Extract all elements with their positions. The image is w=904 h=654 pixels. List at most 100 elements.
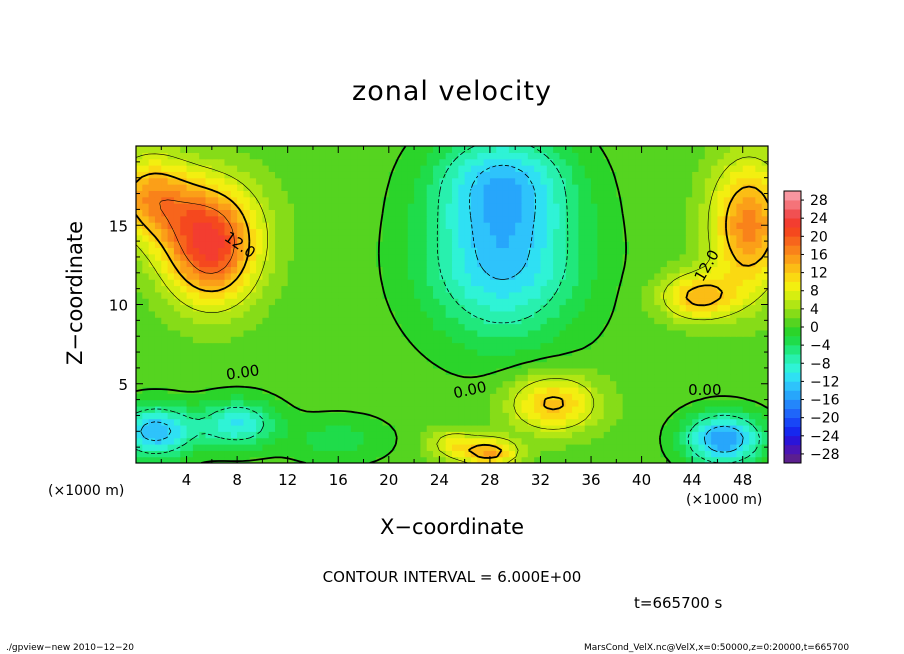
heatmap-cell bbox=[256, 443, 263, 451]
heatmap-cell bbox=[319, 285, 327, 293]
heatmap-cell bbox=[300, 196, 308, 204]
heatmap-cell bbox=[616, 171, 624, 179]
heatmap-cell bbox=[142, 146, 150, 153]
heatmap-cell bbox=[186, 393, 194, 401]
heatmap-cell bbox=[148, 234, 156, 242]
heatmap-cell bbox=[407, 304, 415, 312]
heatmap-cell bbox=[591, 253, 598, 261]
heatmap-cell bbox=[540, 336, 548, 344]
heatmap-cell bbox=[237, 203, 245, 210]
heatmap-cell bbox=[312, 355, 320, 363]
heatmap-cell bbox=[369, 323, 377, 331]
heatmap-cell bbox=[287, 323, 295, 331]
heatmap-cell bbox=[553, 317, 561, 325]
heatmap-cell bbox=[433, 171, 440, 179]
heatmap-cell bbox=[742, 456, 750, 463]
heatmap-cell bbox=[294, 317, 301, 325]
heatmap-cell bbox=[489, 291, 497, 299]
heatmap-cell bbox=[704, 291, 712, 299]
heatmap-cell bbox=[603, 253, 611, 261]
heatmap-cell bbox=[616, 329, 624, 337]
heatmap-cell bbox=[287, 418, 295, 426]
heatmap-cell bbox=[224, 374, 232, 382]
heatmap-cell bbox=[338, 158, 346, 166]
heatmap-cell bbox=[635, 399, 643, 407]
heatmap-cell bbox=[325, 304, 333, 312]
heatmap-cell bbox=[647, 310, 655, 318]
heatmap-cell bbox=[565, 336, 573, 344]
heatmap-cell bbox=[496, 146, 504, 153]
heatmap-cell bbox=[142, 152, 150, 160]
heatmap-cell bbox=[717, 399, 725, 407]
heatmap-cell bbox=[502, 374, 510, 382]
heatmap-cell bbox=[527, 177, 535, 185]
heatmap-cell bbox=[268, 418, 276, 426]
heatmap-cell bbox=[401, 348, 409, 356]
heatmap-cell bbox=[407, 272, 415, 280]
heatmap-cell bbox=[382, 456, 390, 463]
heatmap-cell bbox=[319, 171, 327, 179]
heatmap-cell bbox=[540, 215, 548, 223]
heatmap-cell bbox=[433, 222, 440, 230]
heatmap-cell bbox=[439, 215, 447, 223]
heatmap-cell bbox=[249, 298, 257, 306]
heatmap-cell bbox=[249, 355, 257, 363]
heatmap-cell bbox=[578, 367, 586, 375]
heatmap-cell bbox=[647, 196, 655, 204]
heatmap-cell bbox=[704, 165, 712, 172]
heatmap-cell bbox=[477, 209, 485, 217]
heatmap-cell bbox=[616, 165, 624, 172]
heatmap-cell bbox=[458, 215, 466, 223]
heatmap-cell bbox=[622, 431, 630, 439]
heatmap-cell bbox=[154, 450, 162, 458]
heatmap-cell bbox=[736, 291, 744, 299]
heatmap-cell bbox=[319, 279, 327, 287]
heatmap-cell bbox=[673, 418, 681, 426]
heatmap-cell bbox=[281, 171, 289, 179]
heatmap-cell bbox=[154, 329, 162, 337]
heatmap-cell bbox=[325, 355, 333, 363]
heatmap-cell bbox=[616, 222, 624, 230]
heatmap-cell bbox=[382, 298, 390, 306]
heatmap-cell bbox=[502, 431, 510, 439]
heatmap-cell bbox=[192, 393, 200, 401]
heatmap-cell bbox=[559, 228, 567, 236]
heatmap-cell bbox=[698, 196, 706, 204]
heatmap-cell bbox=[306, 443, 314, 451]
heatmap-cell bbox=[730, 203, 737, 210]
heatmap-cell bbox=[167, 291, 175, 299]
heatmap-cell bbox=[186, 336, 194, 344]
heatmap-cell bbox=[180, 456, 188, 463]
heatmap-cell bbox=[654, 222, 662, 230]
heatmap-cell bbox=[736, 165, 744, 172]
heatmap-cell bbox=[275, 291, 282, 299]
heatmap-cell bbox=[540, 323, 548, 331]
heatmap-cell bbox=[420, 456, 428, 463]
heatmap-cell bbox=[515, 431, 523, 439]
heatmap-cell bbox=[148, 222, 156, 230]
heatmap-cell bbox=[502, 329, 510, 337]
heatmap-cell bbox=[439, 380, 447, 388]
heatmap-cell bbox=[186, 272, 194, 280]
heatmap-cell bbox=[363, 456, 371, 463]
heatmap-cell bbox=[717, 184, 725, 191]
heatmap-cell bbox=[711, 177, 719, 185]
heatmap-cell bbox=[338, 361, 346, 369]
heatmap-cell bbox=[628, 228, 636, 236]
heatmap-cell bbox=[401, 443, 409, 451]
heatmap-cell bbox=[635, 329, 643, 337]
heatmap-cell bbox=[136, 399, 143, 407]
heatmap-cell bbox=[357, 260, 365, 268]
heatmap-cell bbox=[647, 329, 655, 337]
heatmap-cell bbox=[382, 355, 390, 363]
heatmap-cell bbox=[218, 184, 226, 191]
heatmap-cell bbox=[262, 323, 270, 331]
heatmap-cell bbox=[205, 171, 213, 179]
heatmap-cell bbox=[717, 336, 725, 344]
heatmap-cell bbox=[666, 291, 674, 299]
heatmap-cell bbox=[597, 450, 605, 458]
heatmap-cell bbox=[761, 431, 768, 439]
heatmap-cell bbox=[275, 272, 282, 280]
heatmap-cell bbox=[136, 291, 143, 299]
heatmap-cell bbox=[281, 361, 289, 369]
